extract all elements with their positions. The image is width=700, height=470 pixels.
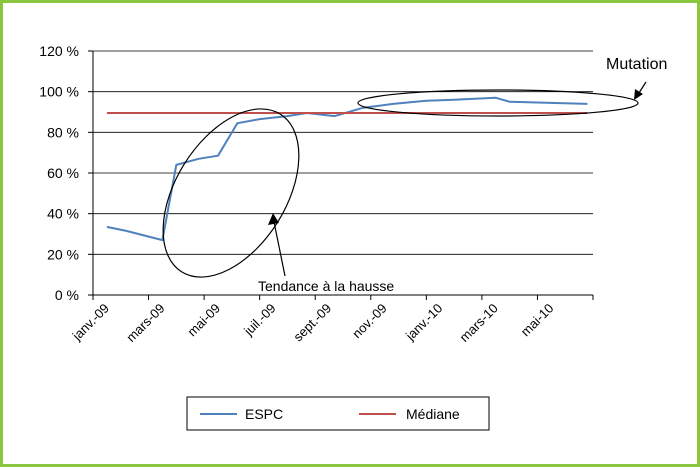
y-tick-label: 80 %	[47, 124, 79, 140]
mutation-arrowhead	[634, 89, 643, 100]
y-tick-label: 100 %	[39, 84, 79, 100]
legend: ESPC Médiane	[186, 396, 490, 431]
trend-ellipse	[162, 108, 300, 278]
y-tick-label: 20 %	[47, 246, 79, 262]
x-tick-label: mars-09	[123, 301, 167, 345]
mutation-ellipse	[357, 89, 639, 117]
x-tick-label: mai-09	[184, 301, 223, 340]
y-tick-label: 120 %	[39, 43, 79, 59]
x-axis-ticks: janv.-09 mars-09 mai-09 juil.-09 sept.-09 nov…	[69, 295, 594, 345]
trend-arrowhead	[268, 213, 279, 225]
series-line-espc	[106, 96, 588, 242]
series-lines	[106, 96, 588, 242]
trend-arrow	[272, 216, 286, 277]
trend-annotation-label: Tendance à la hausse	[258, 278, 394, 294]
x-tick-label: janv.-10	[402, 301, 445, 344]
y-tick-label: 40 %	[47, 206, 79, 222]
mutation-annotation-label: Mutation	[606, 56, 667, 73]
legend-label-mediane: Médiane	[406, 406, 460, 422]
x-tick-label: sept.-09	[290, 301, 334, 345]
y-axis-ticks: 0 % 20 % 40 % 60 % 80 % 100 % 120 %	[39, 43, 93, 303]
x-tick-label: nov.-09	[349, 301, 390, 342]
x-tick-label: juil.-09	[240, 301, 278, 339]
legend-label-espc: ESPC	[245, 406, 283, 422]
x-tick-label: mai-10	[518, 301, 557, 340]
y-tick-label: 0 %	[55, 287, 79, 303]
legend-box	[186, 396, 490, 431]
annotations: Tendance à la hausse Mutation	[162, 56, 667, 294]
line-chart: 0 % 20 % 40 % 60 % 80 % 100 % 120 % janv.-09 ma…	[39, 43, 667, 431]
x-tick-label: janv.-09	[69, 301, 112, 344]
y-tick-label: 60 %	[47, 165, 79, 181]
gridlines	[93, 50, 593, 255]
x-tick-label: mars-10	[457, 301, 501, 345]
